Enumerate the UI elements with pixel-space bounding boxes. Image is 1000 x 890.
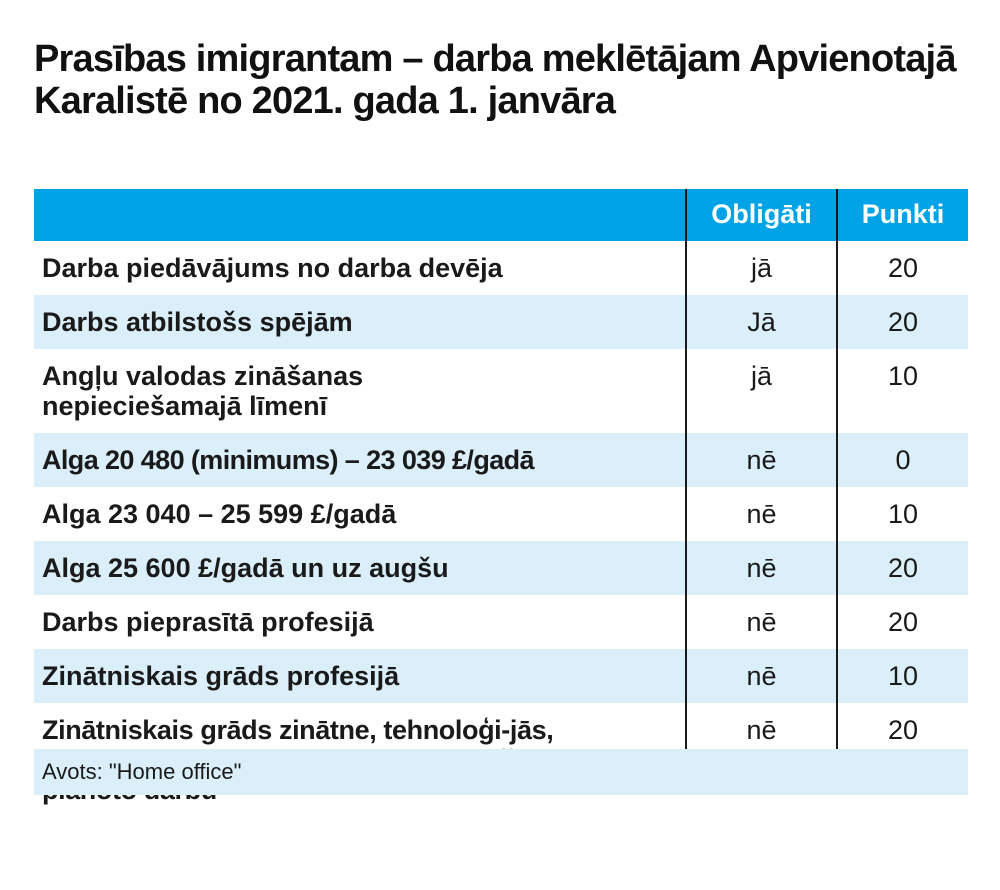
row-required: jā [685, 349, 836, 433]
requirements-table: Obligāti Punkti Darba piedāvājums no dar… [34, 189, 968, 805]
row-label: Alga 25 600 £/gadā un uz augšu [34, 541, 685, 595]
row-required: jā [685, 241, 836, 295]
row-label: Alga 20 480 (minimums) – 23 039 £/gadā [34, 433, 685, 487]
row-required: Jā [685, 295, 836, 349]
row-points: 10 [836, 649, 968, 703]
row-label: Darbs pieprasītā profesijā [42, 607, 374, 637]
row-label: Angļu valodas zināšanas nepieciešamajā l… [42, 361, 364, 421]
row-points: 20 [836, 295, 968, 349]
row-label: Darbs atbilstošs spējām [34, 295, 685, 349]
row-points: 20 [836, 703, 968, 749]
row-label: Zinātniskais grāds profesijā [34, 649, 685, 703]
header-points: Punkti [836, 189, 968, 241]
row-required: nē [685, 649, 836, 703]
row-points: 10 [836, 487, 968, 541]
row-required: nē [685, 703, 836, 749]
row-points: 10 [836, 349, 968, 433]
row-points: 20 [836, 595, 968, 649]
row-points: 20 [836, 541, 968, 595]
row-label: Zinātniskais grāds zinātne, tehnoloģi-jā… [42, 715, 663, 805]
source-note: Avots: "Home office" [34, 749, 968, 795]
header-label-cell [34, 189, 685, 241]
row-required: nē [685, 487, 836, 541]
page-title: Prasības imigrantam – darba meklētājam A… [34, 38, 956, 122]
header-required: Obligāti [685, 189, 836, 241]
row-points: 0 [836, 433, 968, 487]
row-points: 20 [836, 241, 968, 295]
row-required: nē [685, 541, 836, 595]
row-label: Alga 23 040 – 25 599 £/gadā [42, 499, 397, 529]
row-label: Darba piedāvājums no darba devēja [42, 253, 503, 283]
row-required: nē [685, 433, 836, 487]
row-required: nē [685, 595, 836, 649]
